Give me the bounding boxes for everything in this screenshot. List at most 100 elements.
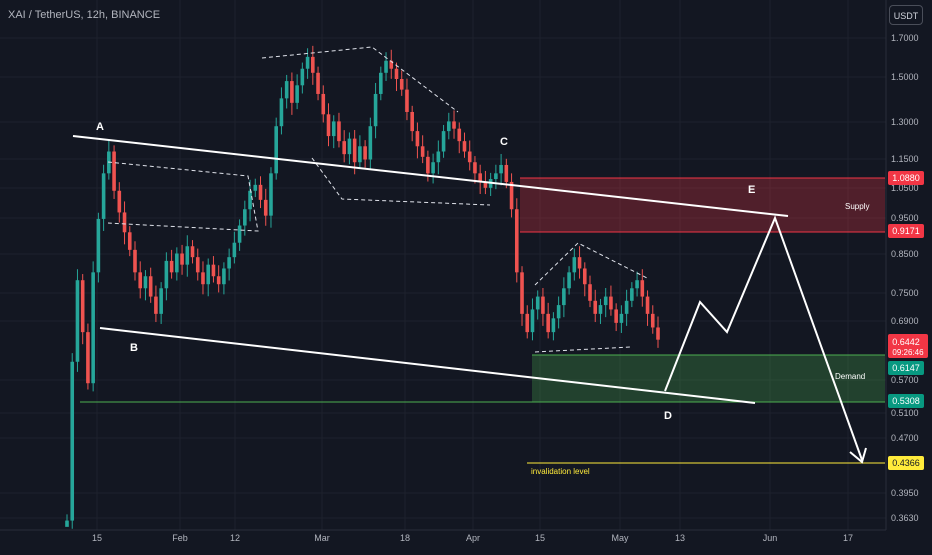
candle-body bbox=[650, 313, 655, 328]
y-tick-label: 1.0500 bbox=[891, 183, 919, 193]
candle-body bbox=[582, 268, 587, 285]
candle-body bbox=[316, 72, 320, 94]
x-tick-label: 17 bbox=[843, 533, 853, 543]
candle-body bbox=[645, 296, 650, 314]
x-tick-label: Feb bbox=[172, 533, 188, 543]
candle-body bbox=[253, 184, 258, 191]
candle-body bbox=[117, 190, 122, 213]
candle-body bbox=[478, 173, 482, 182]
y-tick-label: 0.5700 bbox=[891, 375, 919, 385]
candle-body bbox=[426, 156, 430, 174]
candle-body bbox=[656, 327, 660, 340]
y-tick-label: 0.8500 bbox=[891, 249, 919, 259]
candle-body bbox=[169, 260, 174, 273]
candle-body bbox=[551, 318, 556, 333]
candle-body bbox=[399, 78, 404, 90]
price-axis[interactable]: 1.7000 1.5000 1.3000 1.1500 1.0500 0.9500 0.85… bbox=[891, 33, 919, 523]
y-tick-label: 0.7500 bbox=[891, 288, 919, 298]
candles bbox=[65, 45, 660, 529]
candle-body bbox=[405, 89, 409, 112]
candle-body bbox=[269, 173, 273, 216]
currency-unit-button[interactable]: USDT bbox=[889, 5, 923, 25]
candle-body bbox=[368, 126, 373, 160]
point-label-c: C bbox=[500, 136, 508, 148]
chart-title: XAI / TetherUS, 12h, BINANCE bbox=[8, 9, 161, 21]
pattern-outlines bbox=[107, 46, 648, 353]
candle-body bbox=[232, 242, 237, 258]
candle-body bbox=[279, 98, 284, 127]
candle-body bbox=[640, 280, 645, 297]
point-label-a: A bbox=[96, 121, 104, 133]
candle-body bbox=[195, 257, 200, 273]
candle-body bbox=[206, 264, 211, 285]
candle-body bbox=[164, 260, 169, 289]
candle-body bbox=[373, 93, 378, 127]
candle-body bbox=[603, 296, 608, 306]
pattern-outline-top bbox=[261, 46, 459, 113]
candle-body bbox=[180, 253, 184, 265]
x-tick-label: 15 bbox=[535, 533, 545, 543]
candle-body bbox=[101, 173, 106, 219]
candle-body bbox=[358, 146, 362, 163]
candle-body bbox=[159, 288, 163, 314]
candle-body bbox=[593, 300, 598, 314]
candle-body bbox=[154, 296, 158, 314]
candle-body bbox=[514, 209, 519, 273]
price-label-invalidation: 0.4366 bbox=[888, 456, 924, 470]
projection-arrowhead bbox=[849, 447, 867, 464]
y-tick-label: 0.4700 bbox=[891, 433, 919, 443]
candle-body bbox=[65, 520, 69, 527]
candle-body bbox=[80, 280, 85, 333]
candle-body bbox=[389, 60, 394, 69]
candle-body bbox=[211, 264, 216, 277]
time-axis[interactable]: 15 Feb 12 Mar 18 Apr 15 May 13 Jun 17 bbox=[92, 533, 853, 543]
candle-body bbox=[457, 128, 462, 142]
candle-body bbox=[410, 111, 414, 132]
candle-body bbox=[305, 56, 310, 69]
candle-body bbox=[630, 288, 634, 301]
price-axis-background bbox=[886, 0, 932, 530]
candle-body bbox=[321, 93, 326, 115]
candle-body bbox=[342, 141, 346, 155]
projection-path bbox=[664, 215, 863, 461]
candle-body bbox=[284, 81, 289, 99]
candle-body bbox=[86, 332, 90, 384]
supply-zone bbox=[520, 178, 885, 232]
point-label-e: E bbox=[748, 184, 755, 196]
x-tick-label: 12 bbox=[230, 533, 240, 543]
candle-body bbox=[222, 268, 226, 285]
x-tick-label: 13 bbox=[675, 533, 685, 543]
candle-body bbox=[70, 361, 75, 521]
price-label-demand-top: 0.6147 bbox=[888, 361, 924, 375]
candle-body bbox=[598, 305, 603, 314]
candle-body bbox=[415, 131, 420, 147]
candle-body bbox=[441, 131, 446, 152]
price-label-supply-top: 1.0880 bbox=[888, 171, 924, 185]
candle-body bbox=[436, 151, 441, 163]
candle-body bbox=[614, 309, 618, 323]
y-tick-label: 1.5000 bbox=[891, 72, 919, 82]
y-tick-label: 0.9500 bbox=[891, 213, 919, 223]
y-tick-label: 0.6900 bbox=[891, 316, 919, 326]
price-label-demand-bottom-text: 0.5308 bbox=[892, 396, 920, 406]
candle-body bbox=[541, 296, 545, 314]
candle-body bbox=[567, 272, 571, 289]
candle-body bbox=[96, 218, 101, 273]
channel-upper-line bbox=[72, 135, 789, 217]
candle-body bbox=[588, 284, 592, 301]
invalidation-label: invalidation level bbox=[531, 467, 590, 476]
candle-body bbox=[295, 85, 299, 103]
price-label-supply-bottom-text: 0.9171 bbox=[892, 226, 920, 236]
x-tick-label: 18 bbox=[400, 533, 410, 543]
pattern-outline-mid bbox=[311, 157, 491, 206]
current-price-text: 0.6442 bbox=[892, 337, 920, 347]
candle-body bbox=[148, 276, 153, 297]
candle-body bbox=[446, 121, 451, 132]
y-tick-label: 1.1500 bbox=[891, 154, 919, 164]
candle-body bbox=[609, 296, 613, 310]
candle-body bbox=[347, 138, 352, 155]
candle-body bbox=[483, 181, 488, 188]
candle-body bbox=[311, 56, 315, 73]
